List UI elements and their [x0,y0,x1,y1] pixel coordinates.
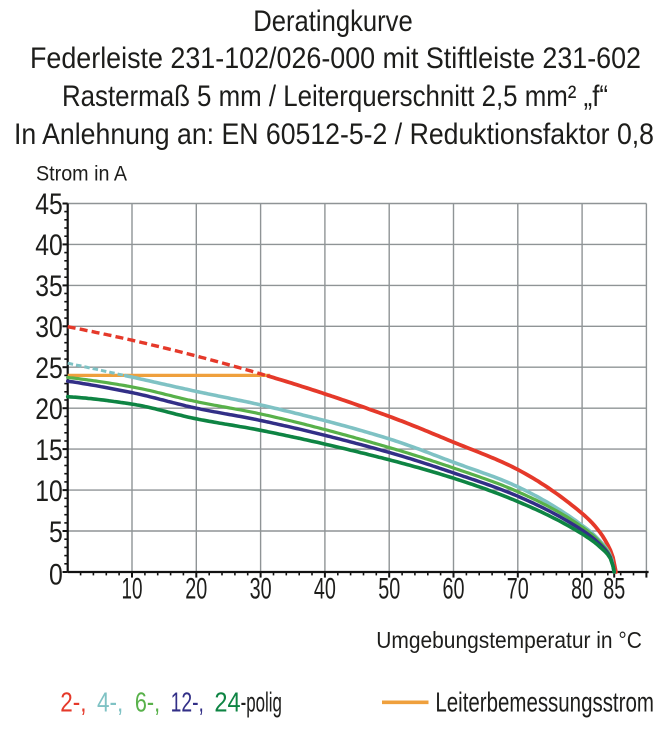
svg-text:30: 30 [35,311,63,344]
svg-text:30: 30 [250,573,272,606]
svg-text:85: 85 [603,573,625,606]
svg-text:10: 10 [35,475,63,508]
svg-text:6-,: 6-, [135,687,160,718]
svg-text:40: 40 [35,229,63,262]
svg-text:24: 24 [214,687,240,718]
svg-text:Rastermaß 5 mm / Leiterquersch: Rastermaß 5 mm / Leiterquerschnitt 2,5 m… [62,80,608,113]
svg-text:2-,: 2-, [60,687,86,718]
svg-text:15: 15 [35,434,63,467]
svg-text:35: 35 [35,270,63,303]
svg-text:20: 20 [185,573,207,606]
svg-text:Deratingkurve: Deratingkurve [253,5,413,38]
svg-text:12-,: 12-, [171,687,204,718]
svg-text:4-,: 4-, [97,687,123,718]
svg-text:Leiterbemessungsstrom: Leiterbemessungsstrom [435,687,654,718]
svg-text:5: 5 [49,516,63,549]
svg-text:45: 45 [35,188,63,221]
svg-text:50: 50 [378,573,400,606]
svg-text:Umgebungstemperatur in °C: Umgebungstemperatur in °C [376,627,642,653]
svg-text:40: 40 [314,573,336,606]
svg-text:80: 80 [571,573,593,606]
svg-text:0: 0 [49,559,63,592]
svg-text:20: 20 [35,393,63,426]
svg-text:60: 60 [443,573,465,606]
svg-text:-polig: -polig [241,687,282,718]
svg-text:Strom in A: Strom in A [36,162,128,186]
svg-text:In Anlehnung an: EN 60512-5-2: In Anlehnung an: EN 60512-5-2 / Reduktio… [14,118,654,151]
svg-text:25: 25 [35,352,63,385]
svg-text:10: 10 [122,573,143,606]
svg-text:Federleiste 231-102/026-000 mi: Federleiste 231-102/026-000 mit Stiftlei… [30,42,641,75]
svg-text:70: 70 [507,573,529,606]
